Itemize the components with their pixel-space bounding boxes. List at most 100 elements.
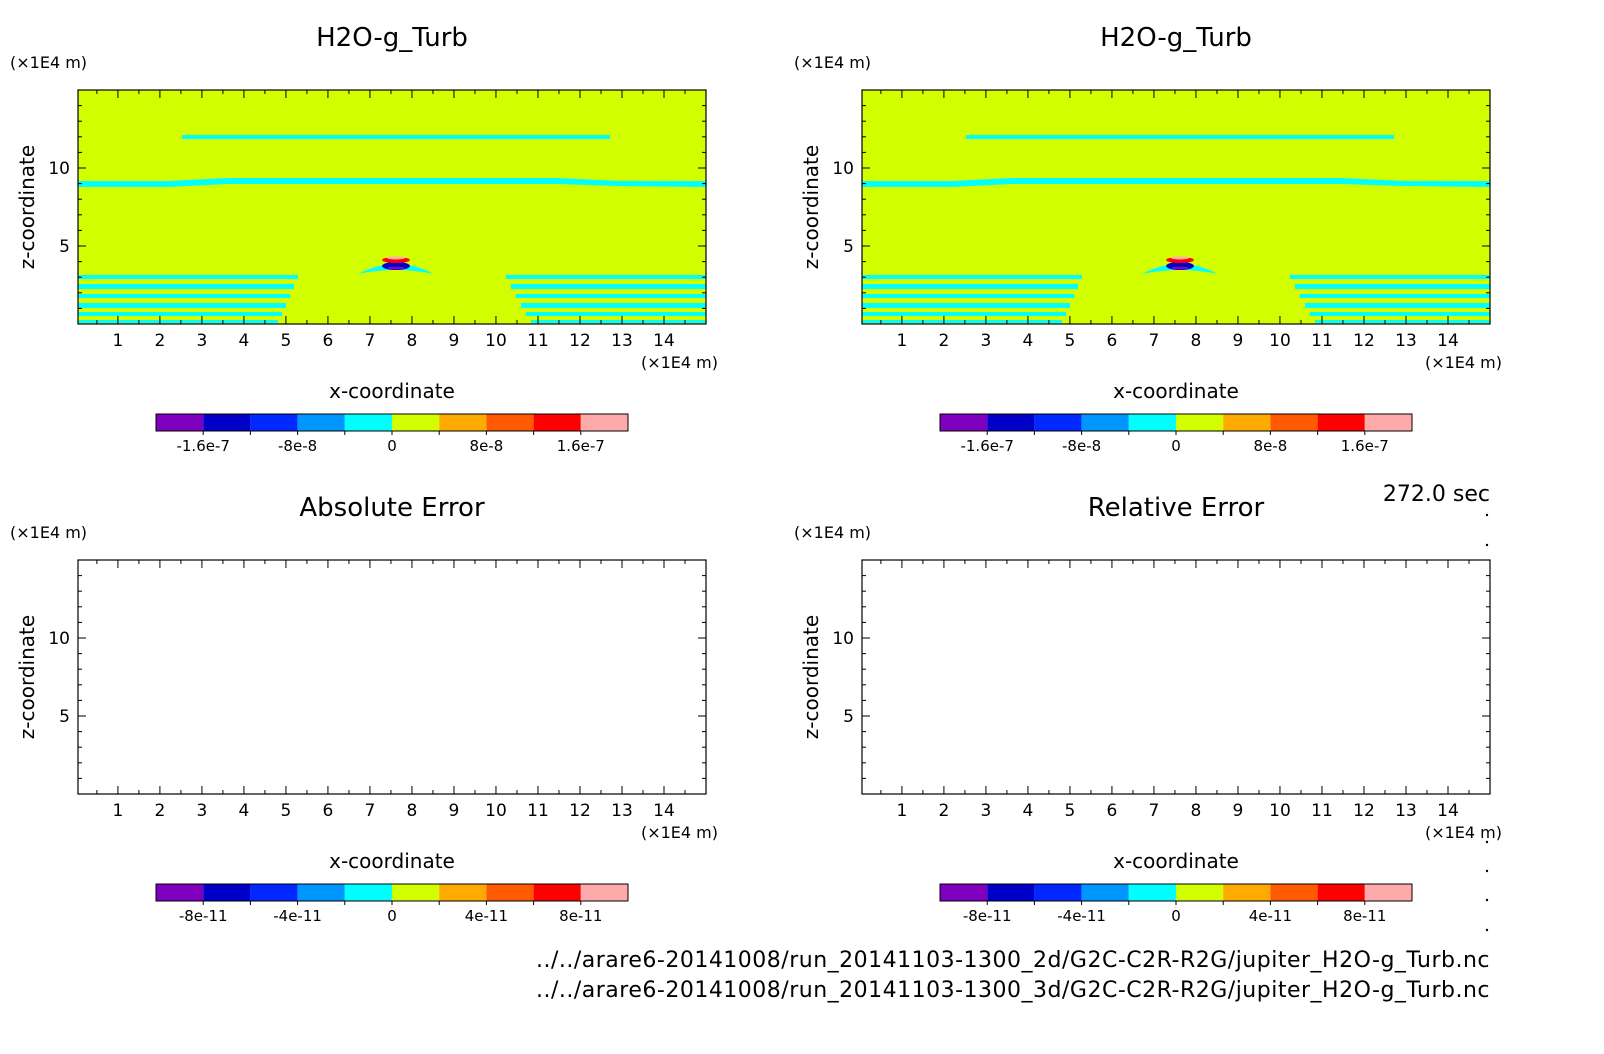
x-tick-label: 3 — [981, 331, 992, 351]
y-axis-label: z-coordinate — [15, 145, 39, 269]
x-tick-label: 10 — [485, 331, 507, 351]
x-tick-label: 13 — [611, 331, 633, 351]
x-tick-label: 12 — [1353, 331, 1375, 351]
colorbar-swatch — [1270, 414, 1318, 431]
colorbar-swatch — [1223, 414, 1271, 431]
colorbar-tick-label: 0 — [387, 437, 397, 455]
x-tick-label: 13 — [1395, 331, 1417, 351]
y-unit-label: (×1E4 m) — [794, 53, 871, 72]
heatmap-stripe-left — [78, 303, 286, 308]
heatmap-stripe-left — [862, 294, 1074, 298]
colorbar-swatch — [1034, 414, 1082, 431]
margin-dot — [1485, 840, 1489, 844]
footer-file-path-3d: ../../arare6-20141008/run_20141103-1300_… — [535, 978, 1490, 1003]
colorbar-swatch — [250, 414, 298, 431]
heatmap-stripe-left — [78, 275, 298, 279]
heatmap-stripe-right — [521, 303, 706, 308]
heatmap-band-upper — [966, 135, 1394, 139]
x-unit-label: (×1E4 m) — [641, 353, 718, 372]
colorbar-swatch — [250, 884, 298, 901]
colorbar-swatch — [1034, 884, 1082, 901]
x-tick-label: 2 — [938, 331, 949, 351]
colorbar-swatch — [297, 414, 345, 431]
x-tick-label: 3 — [197, 801, 208, 821]
colorbar-swatch — [486, 414, 534, 431]
colorbar-swatch — [203, 414, 251, 431]
x-tick-label: 14 — [1437, 331, 1459, 351]
colorbar-swatch — [1364, 884, 1412, 901]
colorbar-swatch — [580, 414, 628, 431]
colorbar-swatch — [1317, 884, 1365, 901]
margin-dot — [1485, 898, 1489, 902]
x-tick-label: 12 — [569, 331, 591, 351]
colorbar-tick-label: -8e-8 — [278, 437, 317, 455]
colorbar-swatch — [297, 884, 345, 901]
colorbar-swatch — [580, 884, 628, 901]
heatmap-band-mid — [862, 178, 1490, 187]
x-tick-label: 10 — [1269, 331, 1291, 351]
chart-title: H2O-g_Turb — [1100, 23, 1252, 53]
colorbar-swatch — [439, 884, 487, 901]
colorbar-tick-label: 0 — [1171, 907, 1181, 925]
x-tick-label: 7 — [1149, 331, 1160, 351]
colorbar-swatch — [392, 414, 440, 431]
heatmap-stripe-left — [78, 284, 294, 289]
x-tick-label: 8 — [407, 331, 418, 351]
x-tick-label: 8 — [407, 801, 418, 821]
x-tick-label: 4 — [239, 801, 250, 821]
colorbar-tick-label: 4e-11 — [1249, 907, 1292, 925]
plot-frame — [77, 89, 707, 325]
x-tick-label: 12 — [569, 801, 591, 821]
y-tick-label: 10 — [48, 159, 70, 179]
y-unit-label: (×1E4 m) — [794, 523, 871, 542]
heatmap-stripe-right — [531, 320, 706, 323]
heatmap-stripe-right — [511, 284, 706, 289]
x-tick-label: 5 — [281, 801, 292, 821]
colorbar-tick-label: 0 — [1171, 437, 1181, 455]
y-unit-label: (×1E4 m) — [10, 523, 87, 542]
x-tick-label: 1 — [896, 331, 907, 351]
x-axis-label: x-coordinate — [329, 849, 455, 873]
x-tick-label: 2 — [938, 801, 949, 821]
colorbar-swatch — [1317, 414, 1365, 431]
y-tick-label: 5 — [59, 707, 70, 727]
colorbar-tick-label: 1.6e-7 — [1341, 437, 1389, 455]
colorbar-tick-label: -8e-8 — [1062, 437, 1101, 455]
x-tick-label: 5 — [281, 331, 292, 351]
heatmap-stripe-left — [862, 275, 1082, 279]
colorbar-swatch — [486, 884, 534, 901]
chart-title: Absolute Error — [299, 493, 485, 523]
colorbar-tick-label: 8e-11 — [559, 907, 602, 925]
heatmap-stripe-right — [1290, 275, 1490, 279]
colorbar-swatch — [1081, 414, 1129, 431]
x-tick-label: 9 — [449, 801, 460, 821]
heatmap-stripe-left — [78, 294, 290, 298]
colorbar-swatch — [1128, 414, 1176, 431]
colorbar-tick-label: -8e-11 — [179, 907, 228, 925]
colorbar-tick-label: -4e-11 — [1057, 907, 1106, 925]
x-tick-label: 14 — [1437, 801, 1459, 821]
colorbar-swatch — [533, 414, 581, 431]
x-tick-label: 8 — [1191, 801, 1202, 821]
x-tick-label: 12 — [1353, 801, 1375, 821]
x-tick-label: 11 — [527, 331, 549, 351]
x-tick-label: 3 — [981, 801, 992, 821]
x-unit-label: (×1E4 m) — [1425, 353, 1502, 372]
time-label: 272.0 sec — [1382, 482, 1490, 507]
x-tick-label: 6 — [323, 331, 334, 351]
colorbar-swatch — [1223, 884, 1271, 901]
x-tick-label: 11 — [1311, 331, 1333, 351]
colorbar-tick-label: 8e-8 — [470, 437, 504, 455]
chart-title: Relative Error — [1088, 493, 1265, 523]
colorbar-swatch — [987, 884, 1035, 901]
plot-frame — [861, 559, 1491, 795]
colorbar-swatch — [940, 414, 988, 431]
colorbar-tick-label: 0 — [387, 907, 397, 925]
colorbar-swatch — [1176, 414, 1224, 431]
colorbar-swatch — [156, 884, 204, 901]
colorbar-tick-label: -8e-11 — [963, 907, 1012, 925]
colorbar-swatch — [1128, 884, 1176, 901]
